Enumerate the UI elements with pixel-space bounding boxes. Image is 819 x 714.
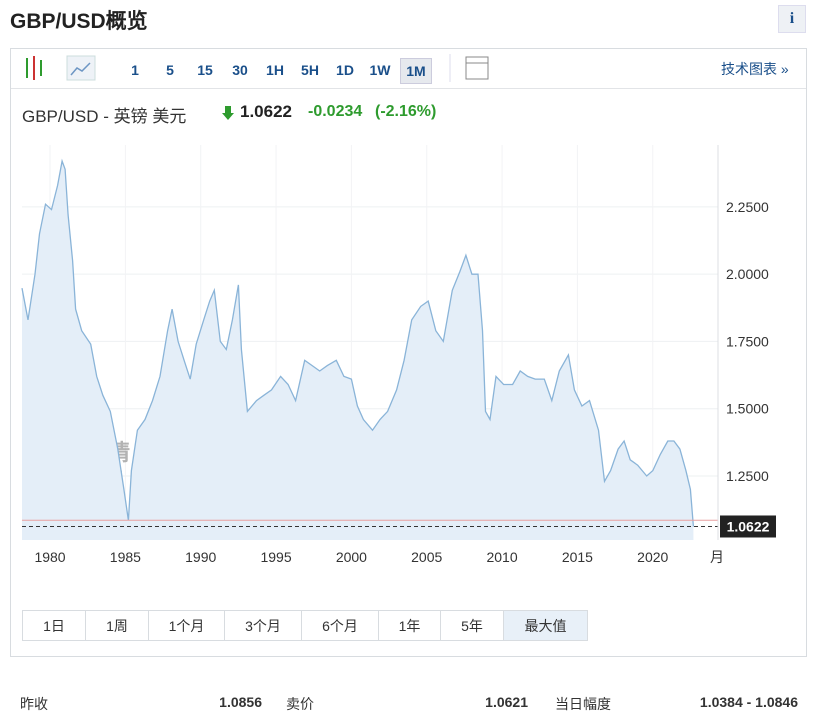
interval-button[interactable]: 1 xyxy=(131,62,139,78)
stat-label: 卖价 xyxy=(286,696,314,712)
x-tick-label: 2020 xyxy=(637,549,668,565)
interval-button[interactable]: 1W xyxy=(369,62,391,78)
quote-change: -0.0234 xyxy=(308,103,363,120)
y-tick-label: 1.5000 xyxy=(726,401,769,417)
quote-price: 1.0622 xyxy=(240,102,292,121)
range-button[interactable]: 6个月 xyxy=(301,610,379,641)
interval-button[interactable]: 5H xyxy=(301,62,319,78)
table-icon[interactable] xyxy=(465,56,489,80)
interval-button[interactable]: 5 xyxy=(166,62,174,78)
link-text[interactable]: 技术图表 xyxy=(721,61,777,77)
stat-value: 1.0621 xyxy=(485,694,528,710)
interval-button[interactable]: 30 xyxy=(232,62,248,78)
range-button[interactable]: 1日 xyxy=(22,610,86,641)
y-tick-label: 2.2500 xyxy=(726,199,769,215)
info-button[interactable]: i xyxy=(778,5,806,33)
down-arrow xyxy=(222,106,234,120)
range-button[interactable]: 5年 xyxy=(440,610,504,641)
x-tick-label: 2000 xyxy=(336,549,367,565)
stat-value: 1.0384 - 1.0846 xyxy=(699,694,798,710)
quote-change-pct: (-2.16%) xyxy=(375,103,437,120)
x-tick-label: 2010 xyxy=(486,549,517,565)
y-tick-label: 2.0000 xyxy=(726,266,769,282)
chart-panel xyxy=(10,48,807,657)
interval-button[interactable]: 1D xyxy=(336,62,354,78)
stat-value: 1.0856 xyxy=(219,694,262,710)
range-button[interactable]: 最大值 xyxy=(503,610,588,641)
last-price-box xyxy=(720,515,776,538)
range-button[interactable]: 1年 xyxy=(378,610,441,641)
area-icon[interactable] xyxy=(66,55,96,81)
area-fill xyxy=(22,161,694,540)
toolbar xyxy=(11,49,806,89)
x-tick-label: 1980 xyxy=(34,549,65,565)
range-button[interactable]: 3个月 xyxy=(224,610,302,641)
y-tick-label: 1.2500 xyxy=(726,468,769,484)
x-tick-label: 2015 xyxy=(562,549,593,565)
x-tick-label: 1985 xyxy=(110,549,141,565)
interval-button[interactable]: 1M xyxy=(400,58,432,84)
interval-button[interactable]: 1H xyxy=(266,62,284,78)
x-axis-label: 月 xyxy=(710,549,724,565)
range-button[interactable]: 1周 xyxy=(85,610,149,641)
x-tick-label: 1990 xyxy=(185,549,216,565)
quote-name: GBP/USD - 英镑 美元 xyxy=(22,107,187,126)
y-tick-label: 1.7500 xyxy=(726,333,769,349)
page-title: GBP/USD概览 xyxy=(10,10,148,33)
technical-chart-link[interactable]: 技术图表 » xyxy=(721,59,789,79)
stat-label: 当日幅度 xyxy=(555,696,611,712)
x-tick-label: 2005 xyxy=(411,549,442,565)
interval-button[interactable]: 15 xyxy=(197,62,213,78)
price-line xyxy=(21,158,695,527)
last-price-label: 1.0622 xyxy=(727,518,770,534)
link-arrow: » xyxy=(780,61,789,77)
x-tick-label: 1995 xyxy=(260,549,291,565)
range-button[interactable]: 1个月 xyxy=(148,610,225,641)
candle-icon[interactable] xyxy=(26,56,42,80)
stat-label: 昨收 xyxy=(20,696,48,712)
area-icon-line xyxy=(70,62,91,76)
